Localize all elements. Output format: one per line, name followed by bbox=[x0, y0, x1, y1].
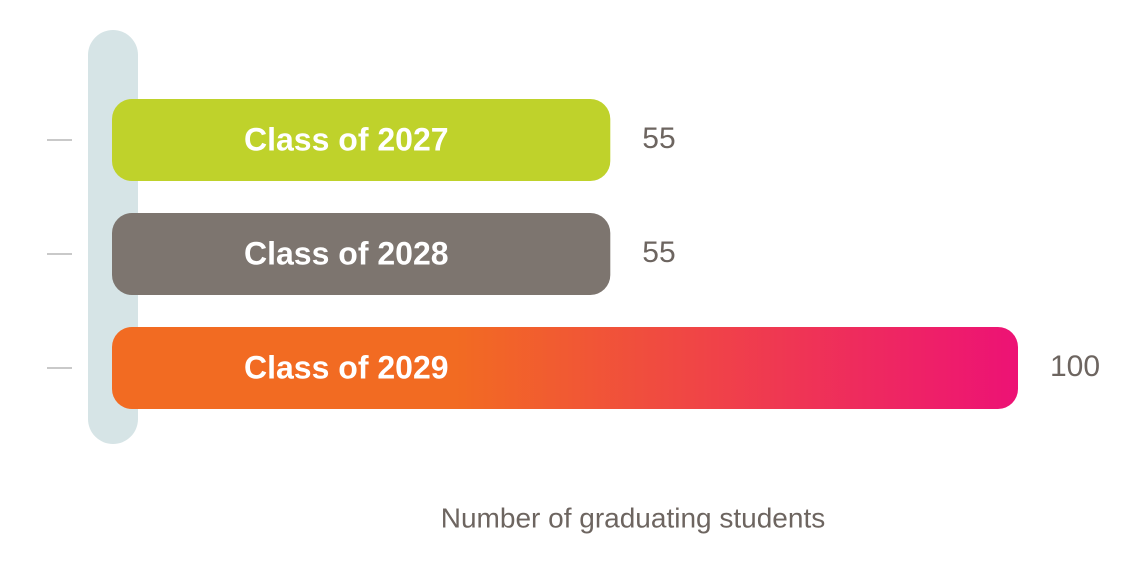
value-label: 100 bbox=[1050, 350, 1100, 383]
bar bbox=[112, 213, 611, 295]
bar bbox=[112, 99, 611, 181]
category-label: Class of 2027 bbox=[244, 121, 449, 157]
value-label: 55 bbox=[642, 236, 675, 269]
value-label: 55 bbox=[642, 122, 675, 155]
bar bbox=[112, 327, 1018, 409]
category-label: Class of 2028 bbox=[244, 235, 449, 271]
category-label: Class of 2029 bbox=[244, 349, 449, 385]
x-axis-label: Number of graduating students bbox=[441, 502, 825, 533]
